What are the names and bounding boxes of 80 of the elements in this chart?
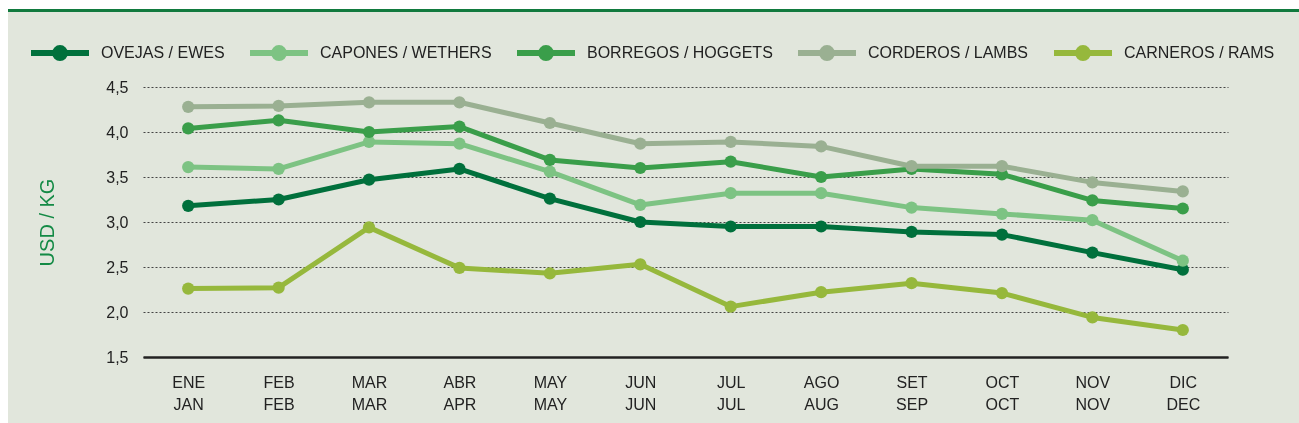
point	[182, 100, 195, 113]
x-tick-label: JUN JUN	[625, 373, 657, 413]
point	[905, 277, 918, 290]
point	[543, 192, 556, 205]
x-tick-label: ABR APR	[443, 373, 477, 413]
point	[905, 201, 918, 214]
point	[905, 225, 918, 239]
point	[543, 153, 556, 167]
point	[724, 187, 737, 200]
y-tick-label: 2,5	[106, 258, 129, 276]
point	[543, 267, 556, 280]
x-tick-label: ENE JAN	[172, 373, 206, 413]
point	[182, 122, 195, 135]
point	[995, 228, 1009, 241]
legend-label: CAPONES / WETHERS	[320, 44, 492, 62]
point	[272, 99, 285, 113]
y-tick-label: 4,5	[106, 78, 129, 96]
point	[995, 286, 1009, 300]
point	[995, 160, 1009, 173]
x-tick-label: AGO AUG	[803, 373, 840, 413]
point	[453, 261, 466, 275]
point	[815, 220, 828, 233]
point	[362, 125, 376, 139]
x-tick-label: JUL JUL	[716, 373, 746, 413]
point	[634, 161, 647, 175]
y-tick-label: 3,5	[106, 168, 129, 186]
point	[634, 198, 647, 212]
y-tick-label: 2,0	[106, 303, 129, 321]
point	[1176, 202, 1189, 215]
point	[724, 300, 737, 313]
point	[634, 258, 647, 271]
point	[1086, 214, 1099, 227]
point	[815, 187, 828, 200]
point	[724, 135, 737, 149]
point	[182, 199, 195, 212]
point	[815, 286, 828, 299]
point	[815, 140, 828, 153]
point	[815, 170, 828, 184]
point	[1086, 194, 1099, 207]
point	[453, 96, 466, 109]
legend-label: OVEJAS / EWES	[101, 44, 225, 62]
point	[724, 220, 737, 233]
point	[453, 137, 466, 150]
point	[362, 221, 376, 234]
point	[634, 215, 647, 229]
point	[1086, 176, 1099, 189]
point	[1086, 246, 1099, 259]
point	[724, 155, 737, 168]
point	[453, 162, 466, 176]
point	[543, 165, 556, 178]
x-tick-label: MAR MAR	[351, 373, 388, 413]
y-axis-title: USD / KG	[35, 178, 58, 267]
point	[1176, 323, 1189, 337]
y-tick-label: 3,0	[106, 213, 129, 231]
point	[543, 116, 556, 130]
point	[1176, 254, 1189, 267]
y-tick-label: 4,0	[106, 123, 129, 141]
point	[634, 137, 647, 150]
point	[995, 207, 1009, 221]
x-tick-label: DIC DEC	[1166, 373, 1201, 413]
x-tick-label: OCT OCT	[985, 373, 1020, 413]
point	[1176, 185, 1189, 198]
y-tick-label: 1,5	[106, 348, 129, 366]
legend-label: CARNEROS / RAMS	[1124, 44, 1275, 62]
legend-label: BORREGOS / HOGGETS	[587, 44, 773, 62]
point	[182, 282, 195, 295]
x-tick-label: MAY MAY	[533, 373, 568, 413]
point	[362, 173, 376, 186]
point	[272, 162, 285, 176]
point	[272, 193, 285, 206]
point	[272, 281, 285, 294]
x-tick-label: SET SEP	[896, 373, 929, 413]
x-tick-label: NOV NOV	[1075, 373, 1111, 413]
point	[182, 160, 195, 174]
point	[1086, 311, 1099, 324]
x-tick-label: FEB FEB	[263, 373, 295, 413]
point	[453, 120, 466, 133]
point	[272, 114, 285, 127]
point	[362, 96, 376, 109]
legend-label: CORDEROS / LAMBS	[868, 44, 1029, 62]
